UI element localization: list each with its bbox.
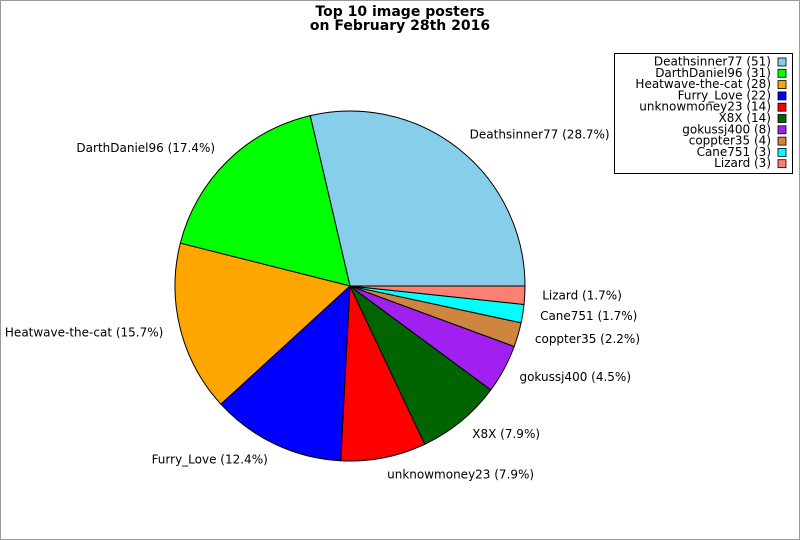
legend-label: Furry_Love (22)	[678, 88, 771, 102]
slice-label: Furry_Love (12.4%)	[152, 453, 268, 467]
legend-label: Deathsinner77 (51)	[654, 55, 771, 69]
slice-label: X8X (7.9%)	[472, 427, 540, 441]
legend-label: unknowmoney23 (14)	[639, 100, 771, 114]
legend-swatch	[777, 91, 787, 101]
legend-label: Heatwave-the-cat (28)	[635, 77, 771, 91]
pie-slice	[220, 284, 351, 462]
chart-title: on February 28th 2016	[310, 18, 490, 34]
legend-label: Cane751 (3)	[697, 145, 771, 159]
legend-swatch	[777, 68, 787, 78]
legend-swatch	[777, 80, 787, 89]
slice-label: gokussj400 (4.5%)	[519, 370, 631, 384]
legend-swatch	[777, 147, 787, 157]
slice-label: coppter35 (2.2%)	[535, 332, 640, 346]
legend-swatch	[777, 114, 787, 123]
slice-label: DarthDaniel96 (17.4%)	[76, 141, 215, 155]
pie-slice	[349, 285, 526, 306]
slice-label: Heatwave-the-cat (15.7%)	[5, 326, 163, 340]
pie-slice	[309, 110, 526, 287]
legend-swatch	[777, 159, 787, 169]
slice-label: Cane751 (1.7%)	[540, 309, 637, 323]
slice-label: unknowmoney23 (7.9%)	[387, 467, 534, 481]
legend-label: coppter35 (4)	[689, 134, 771, 148]
pie-slice	[179, 114, 351, 287]
legend-swatch	[777, 125, 787, 135]
legend-label: Lizard (3)	[714, 156, 771, 170]
legend-swatch	[777, 102, 787, 112]
slice-label: Deathsinner77 (28.7%)	[470, 128, 610, 142]
legend-swatch	[777, 57, 787, 67]
legend-swatch	[777, 136, 787, 146]
legend-label: DarthDaniel96 (31)	[655, 66, 771, 80]
pie-slice	[174, 242, 352, 405]
legend-label: gokussj400 (8)	[682, 122, 771, 136]
legend-box	[614, 53, 793, 174]
chart-title: Top 10 image posters	[315, 4, 484, 20]
slice-label: Lizard (1.7%)	[542, 289, 622, 303]
legend-label: X8X (14)	[718, 111, 771, 125]
